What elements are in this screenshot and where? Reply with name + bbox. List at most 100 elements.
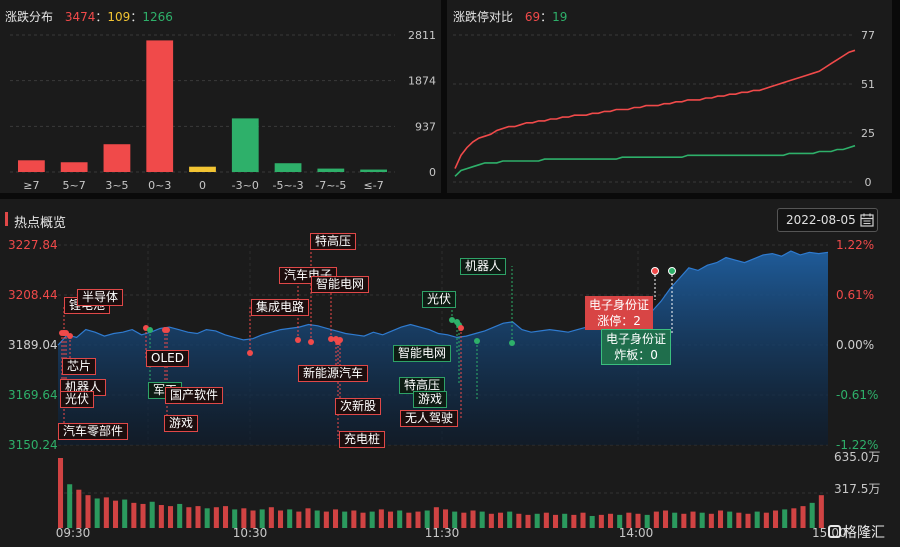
hotspot-tag[interactable]: 汽车零部件 [58, 423, 129, 440]
volume-bar [113, 500, 119, 528]
volume-bar [635, 513, 641, 528]
annotation-marker [164, 327, 170, 333]
date-picker[interactable]: 2022-08-05 [777, 208, 878, 232]
volume-bar [534, 513, 540, 528]
broken-board-card-name: 电子身份证 [606, 332, 667, 346]
annotation-marker [147, 327, 153, 333]
hotspot-tag[interactable]: 充电桩 [339, 431, 386, 448]
volume-bar [351, 510, 357, 528]
hotspot-tag[interactable]: 特高压 [310, 233, 357, 250]
volume-bar [177, 503, 183, 528]
hotspot-tag[interactable]: 机器人 [460, 258, 507, 275]
volume-bar [479, 511, 485, 528]
volume-bar [433, 507, 439, 528]
hotspot-tag[interactable]: 国产软件 [165, 387, 224, 404]
volume-tick: 317.5万 [834, 482, 880, 496]
hotspot-tag[interactable]: 游戏 [413, 391, 448, 408]
volume-bar [94, 498, 100, 528]
volume-bar [85, 495, 91, 528]
volume-bar [626, 512, 632, 528]
rise-fall-bar-chart: 2811 1874 937 0 ≥7 5~7 3~5 0~3 0 -3~0 -5~-3 -7~-5 ≤-… [10, 29, 436, 192]
hotspot-tag[interactable]: 智能电网 [311, 276, 370, 293]
bar [189, 166, 216, 172]
limit-up-line [454, 49, 856, 169]
bar-x-tick: 0 [199, 179, 206, 192]
volume-bar [507, 511, 513, 528]
volume-bar [195, 506, 201, 528]
main-x-tick: 09:30 [56, 526, 91, 540]
limit-up-card-text: 涨停：2 [597, 314, 641, 328]
hotspot-title: 热点概览 [14, 216, 67, 231]
up-count: 3474 [64, 10, 96, 24]
hotspot-tag[interactable]: 特高压 [399, 377, 446, 394]
main-y-tick-right: 0.00% [836, 338, 874, 352]
watermark: 格隆汇 [828, 522, 885, 542]
volume-bar [553, 514, 559, 528]
main-x-tick: 14:00 [619, 526, 654, 540]
bar [146, 40, 174, 172]
limit-down-count: 19 [552, 10, 568, 24]
line-y-tick: 51 [861, 78, 875, 91]
date-value: 2022-08-05 [786, 213, 856, 227]
hotspot-tag[interactable]: 游戏 [164, 415, 199, 432]
volume-bar [525, 514, 531, 528]
hotspot-tag[interactable]: 集成电路 [251, 299, 310, 316]
main-y-tick-right: 1.22% [836, 238, 874, 252]
up-flat-sep: ： [95, 10, 108, 24]
watermark-text: 格隆汇 [843, 525, 885, 541]
volume-bar [58, 458, 64, 528]
volume-bar [608, 513, 614, 528]
calendar-icon[interactable] [860, 213, 874, 227]
volume-bar [406, 512, 412, 528]
hotspot-tag[interactable]: 新能源汽车 [298, 365, 369, 382]
hotspot-tag[interactable]: 无人驾驶 [400, 410, 459, 427]
bar-x-tick: -7~-5 [315, 179, 346, 192]
hotspot-tag[interactable]: 次新股 [335, 398, 382, 415]
volume-bar [443, 509, 449, 528]
volume-bar [617, 514, 623, 528]
volume-bar [305, 508, 311, 528]
hotspot-tag[interactable]: 光伏 [422, 291, 457, 308]
hotspot-tag[interactable]: OLED [146, 350, 189, 367]
volume-bar [131, 502, 137, 528]
bar-x-tick: 0~3 [148, 179, 171, 192]
volume-bar [562, 513, 568, 528]
rise-fall-distribution-panel: 涨跌分布 3474：109：1266 2811 1874 937 0 ≥7 5~7 3~5 0… [0, 0, 441, 193]
limit-compare-panel: 涨跌停对比 69：19 77 51 25 0 [447, 0, 892, 193]
volume-bar [452, 511, 458, 528]
hotspot-tag[interactable]: 芯片 [62, 358, 97, 375]
bar-x-tick: 5~7 [63, 179, 86, 192]
volume-bar [681, 513, 687, 528]
volume-bar [378, 509, 384, 528]
volume-bar [516, 513, 522, 528]
hotspot-tag[interactable]: 半导体 [77, 289, 124, 306]
down-count: 1266 [142, 10, 173, 24]
volume-bar [268, 507, 274, 528]
rise-fall-title: 涨跌分布 [5, 10, 54, 24]
volume-bar [699, 512, 705, 528]
volume-bar [415, 511, 421, 528]
volume-bar [241, 508, 247, 528]
line-y-tick: 77 [861, 29, 875, 42]
hotspot-tag[interactable]: 智能电网 [393, 345, 452, 362]
broken-board-card[interactable]: 电子身份证 炸板：0 [601, 329, 672, 365]
volume-bar [470, 510, 476, 528]
main-x-tick: 10:30 [233, 526, 268, 540]
main-y-tick-right: -1.22% [836, 438, 878, 452]
main-y-tick-right: -0.61% [836, 388, 878, 402]
volume-bar [424, 510, 430, 528]
volume-bar [103, 497, 109, 528]
hotspot-tag[interactable]: 光伏 [60, 391, 95, 408]
volume-bar [213, 507, 219, 528]
main-y-tick-left: 3150.24 [8, 438, 58, 452]
annotation-marker [458, 325, 464, 331]
volume-bar [149, 501, 155, 528]
watermark-logo-icon [828, 525, 841, 538]
limit-up-count: 69 [524, 10, 541, 24]
volume-bar [250, 510, 256, 528]
volume-bar [323, 511, 329, 528]
limit-up-card[interactable]: 电子身份证 涨停：2 [585, 296, 654, 330]
bar-y-tick: 937 [415, 120, 436, 133]
volume-bar [809, 502, 815, 528]
volume-bar [140, 503, 146, 528]
